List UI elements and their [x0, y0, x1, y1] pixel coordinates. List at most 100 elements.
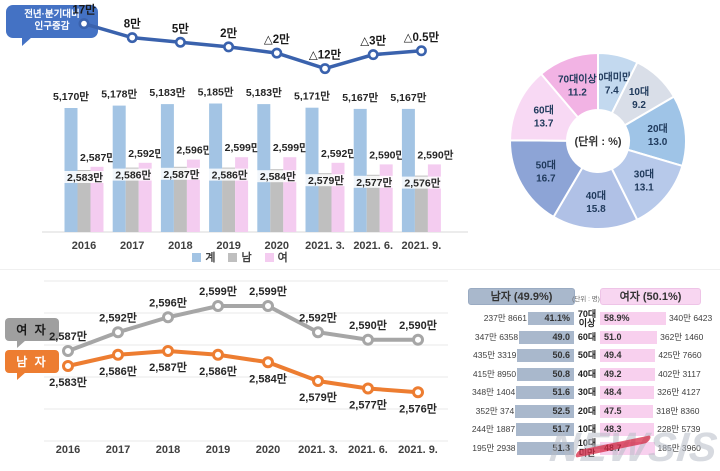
newsis-watermark: NEWSIS	[548, 424, 720, 471]
trend-x-label: 2019	[206, 444, 230, 456]
male-count-value: 347만 6358	[474, 331, 519, 342]
trend-x-label: 2020	[256, 444, 280, 456]
female-point-label: 2,599만	[199, 284, 237, 298]
male-pct-label: 52.5	[552, 405, 570, 416]
female-count-value: 425만 7660	[658, 350, 702, 360]
male-label-backing	[254, 170, 301, 183]
combo-x-label: 2018	[168, 240, 192, 252]
legend-swatch-icon	[228, 253, 238, 262]
trend-marker	[62, 360, 74, 372]
trend-marker	[262, 356, 274, 369]
total-bar-label: 5,167만	[390, 91, 426, 104]
male-pct-label: 41.1%	[544, 313, 570, 323]
male-bar-label: 2,577만	[356, 176, 392, 189]
female-bar	[235, 157, 249, 232]
male-bar-label: 2,579만	[308, 174, 344, 187]
female-pct-bar: 49.4	[600, 349, 656, 362]
male-bar	[318, 173, 332, 232]
combo-x-label: 2021. 9.	[402, 240, 442, 252]
male-count-value: 237만 8661	[483, 313, 527, 323]
change-line-marker	[415, 45, 427, 57]
male-count-value: 415만 8950	[472, 368, 517, 379]
male-bar-label: 2,584만	[260, 170, 296, 183]
male-bar-label: 2,576만	[404, 177, 440, 190]
female-pct-bar: 49.2	[600, 367, 656, 381]
female-column-header: 여자 (50.1%)	[600, 288, 701, 305]
age-group-label: 40대	[577, 368, 597, 379]
total-bar-label: 5,171만	[294, 90, 330, 103]
female-bar-label: 2,592만	[321, 147, 357, 160]
male-pct-label: 51.3	[552, 442, 570, 453]
male-count-value: 352만 374	[475, 405, 515, 416]
female-pct-label: 51.0	[604, 331, 622, 342]
male-bar-label: 2,587만	[163, 168, 199, 181]
male-label-backing	[110, 168, 157, 181]
change-line-marker	[223, 41, 235, 53]
male-point-label: 2,586만	[199, 364, 237, 378]
total-bar-label: 5,178만	[101, 88, 137, 101]
female-count-value: 402만 3117	[658, 368, 701, 379]
trend-marker	[162, 311, 174, 324]
female-count-value: 362만 1460	[660, 331, 704, 342]
age-distribution-donut-chart: 10대미만 7.4 10대 9.2 20대 13.0 30대 13.1 40대 15.8 50대 16…	[508, 51, 687, 230]
change-point-label: △3만	[360, 34, 386, 48]
female-point-label: 2,599만	[249, 284, 287, 298]
change-point-label: 8만	[124, 17, 141, 31]
female-bar-label: 2,590만	[417, 148, 453, 161]
male-pct-bar: 41.1%	[527, 312, 574, 325]
combo-x-label: 2021. 3.	[305, 240, 345, 252]
male-point-label: 2,584만	[249, 371, 287, 385]
female-bar	[90, 166, 104, 232]
trend-x-label: 2017	[106, 444, 130, 456]
male-pct-bar: 52.5	[515, 404, 574, 418]
female-pct-label: 49.2	[604, 368, 622, 379]
legend-swatch-icon	[264, 253, 274, 262]
donut-segment-label: 10대미만 7.4	[592, 71, 632, 97]
female-point-label: 2,587만	[49, 329, 87, 343]
donut-segment-label: 70대이상 11.2	[558, 73, 598, 99]
female-pct-bar: 47.5	[600, 404, 654, 418]
male-trend-line	[67, 348, 419, 395]
legend-item-계: 계	[192, 249, 215, 265]
male-count-value: 435만 3319	[473, 350, 517, 360]
male-label-backing	[351, 175, 398, 188]
donut-segment-label: 20대 13.0	[647, 122, 667, 148]
male-bar	[222, 167, 236, 232]
change-point-label: △12만	[309, 48, 342, 62]
female-point-label: 2,596만	[149, 295, 187, 309]
total-bar-label: 5,167만	[342, 91, 378, 104]
donut-segment-label: 50대 16.7	[536, 159, 556, 185]
male-label-backing	[303, 174, 349, 187]
legend-item-남: 남	[228, 249, 252, 265]
trend-marker	[212, 348, 224, 361]
donut-segment-label: 10대 9.2	[629, 85, 649, 111]
combo-x-label: 2021. 6.	[353, 240, 393, 252]
callout-line-1: 전년·분기대비	[24, 9, 80, 20]
male-bar	[77, 170, 91, 232]
male-count-value: 195만 2938	[472, 442, 516, 453]
male-bar	[125, 167, 139, 232]
age-group-label: 20대	[577, 405, 597, 416]
female-bar-label: 2,590만	[369, 148, 405, 161]
female-pct-label: 48.3	[604, 424, 622, 434]
trend-marker	[412, 333, 424, 346]
total-bar-label: 5,183만	[246, 86, 282, 99]
trend-marker	[62, 345, 74, 357]
combo-x-label: 2016	[72, 240, 96, 252]
change-point-label: △2만	[264, 32, 290, 46]
male-pct-bar: 49.0	[519, 330, 574, 344]
male-pct-bar: 51.6	[516, 386, 574, 399]
male-label-backing	[399, 176, 446, 189]
male-point-label: 2,576만	[399, 401, 437, 415]
male-column-header: 남자 (49.9%)	[468, 288, 575, 305]
female-pct-bar: 51.0	[600, 330, 658, 344]
change-line	[83, 21, 422, 71]
female-count-value: 326만 4127	[657, 387, 701, 397]
donut-center-unit-label: (단위 : %)	[574, 134, 621, 148]
legend-label: 남	[241, 252, 252, 264]
female-point-label: 2,592만	[99, 310, 137, 324]
age-group-label: 30대	[577, 387, 597, 398]
male-line-callout: 남 자	[5, 350, 59, 380]
trend-marker	[112, 348, 124, 361]
